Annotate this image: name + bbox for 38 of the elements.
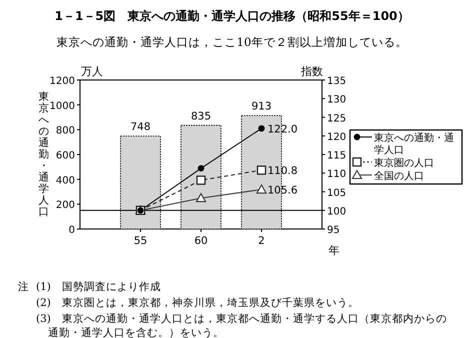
text: 万人 (81, 65, 103, 78)
y2-tick-label: 125 (327, 113, 346, 124)
y2-tick-label: 120 (327, 132, 346, 143)
y2-tick-label: 110 (327, 169, 346, 180)
y2-axis-title: 指数 (300, 65, 323, 78)
text: (3) 東京への通勤・通学人口とは，東京都へ通勤・通学する人口（東京都内からの通勤・通学人口を含む。）をいう。 (36, 312, 447, 338)
y2-tick-label: 95 (327, 225, 340, 236)
y-tick-label: 1200 (50, 76, 75, 87)
x-tick-label: 60 (194, 235, 208, 247)
y2-tick-label: 130 (327, 94, 346, 106)
y2-tick-label: 135 (327, 76, 346, 87)
y-tick-label: 0 (68, 225, 75, 236)
legend-label: 全国の人口 (374, 170, 424, 182)
data-label: 913 (251, 100, 272, 113)
y-tick-label: 600 (56, 150, 75, 162)
data-label: 122.0 (268, 123, 298, 136)
y-tick-label: 200 (56, 200, 75, 212)
data-label: 748 (130, 121, 151, 134)
y2-tick-label: 100 (327, 206, 346, 218)
legend-label: 東京圏の人口 (374, 157, 434, 169)
x-axis-title: 年 (328, 244, 340, 257)
data-label: 105.6 (268, 184, 298, 197)
y-tick-label: 400 (56, 175, 75, 186)
y2-tick-label: 115 (327, 150, 346, 162)
data-label: 110.8 (268, 165, 298, 178)
x-tick-label: 55 (134, 235, 148, 247)
data-label: 835 (190, 110, 212, 122)
text: 注 (18, 280, 29, 293)
chart-subtitle: 東京への通勤・通学人口は，ここ10年で２割以上増加している。 (56, 35, 408, 49)
chart-title: 1－1－5図 東京への通勤・通学人口の推移（昭和55年＝100） (54, 9, 410, 23)
text: (1) 国勢調査により作成 (36, 280, 161, 293)
text: (2) 東京圏とは，東京都，神奈川県，埼玉県及び千葉県をいう。 (36, 296, 359, 309)
x-tick-label: 2 (258, 235, 265, 247)
text: 東京への通勤・通学人口 (38, 91, 50, 218)
legend-label: 東京への通勤・通学人口 (374, 132, 454, 156)
y-tick-label: 800 (56, 126, 75, 137)
y2-tick-label: 105 (327, 188, 346, 199)
y-tick-label: 1000 (50, 100, 75, 112)
